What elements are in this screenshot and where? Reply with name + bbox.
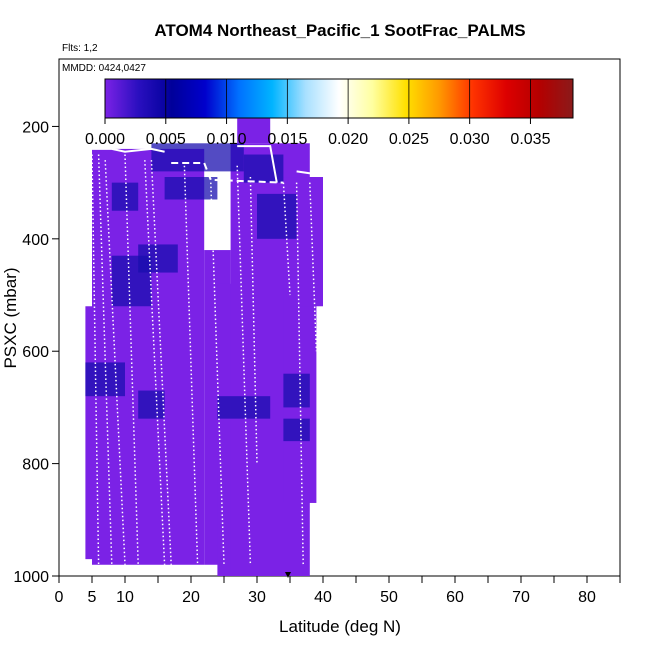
colorbar-tick-label: 0.025 [389, 131, 429, 148]
plot-frame [58, 58, 621, 577]
y-tick-label: 200 [22, 119, 49, 136]
colorbar-gradient [104, 78, 574, 119]
y-tick-label: 800 [22, 457, 49, 474]
x-tick-label: 80 [578, 589, 596, 606]
x-tick-label: 0 [55, 589, 64, 606]
flights-label: Flts: 1,2 [62, 43, 98, 54]
x-tick-label: 70 [512, 589, 530, 606]
heatmap-cell [283, 373, 310, 408]
x-tick-label: 60 [446, 589, 464, 606]
flight-track [237, 145, 278, 183]
colorbar-tick-label: 0.005 [146, 131, 186, 148]
colorbar-tick-label: 0.015 [267, 131, 307, 148]
colorbar-tick-label: 0.035 [510, 131, 550, 148]
x-tick-label: 50 [380, 589, 398, 606]
heatmap-cell [111, 182, 139, 211]
colorbar-tick-label: 0.000 [85, 131, 125, 148]
heatmap-cell [164, 177, 218, 200]
colorbar [104, 78, 574, 119]
flight-track [236, 165, 252, 565]
y-tick-label: 600 [22, 344, 49, 361]
dates-label: MMDD: 0424,0427 [62, 63, 146, 74]
x-tick-label: 5 [88, 589, 97, 606]
flight-track [282, 182, 291, 296]
flight-track [97, 154, 113, 565]
chart-title: ATOM4 Northeast_Pacific_1 SootFrac_PALMS [154, 21, 525, 40]
colorbar-tick-label: 0.010 [207, 131, 247, 148]
flight-track [171, 161, 284, 184]
x-tick-label: 40 [314, 589, 332, 606]
colorbar-ticks: 0.000 0.005 0.010 0.015 0.020 0.025 0.030 0.035 [85, 79, 551, 148]
y-axis: 200 400 600 800 1000 [13, 119, 59, 586]
flight-track [309, 182, 318, 352]
marker-icon [285, 572, 291, 578]
heatmap-cell [151, 143, 244, 172]
heatmap-cell [92, 148, 205, 565]
flight-track [92, 147, 165, 153]
x-axis: 0 5 10 20 30 40 50 60 70 80 [55, 576, 621, 606]
flight-track [91, 154, 100, 565]
flight-track [124, 154, 139, 565]
heatmap-cells [85, 112, 323, 577]
colorbar-tick-label: 0.030 [450, 131, 490, 148]
x-tick-label: 10 [116, 589, 134, 606]
colorbar-tick-label: 0.020 [328, 131, 368, 148]
heatmap-cell [283, 418, 310, 442]
heatmap-cell [257, 193, 297, 239]
flight-tracks [91, 145, 318, 565]
y-tick-label: 1000 [13, 569, 49, 586]
heatmap-cell [111, 255, 152, 307]
flight-track [183, 165, 199, 565]
heatmap-cell [138, 390, 165, 419]
y-axis-label: PSXC (mbar) [1, 267, 20, 368]
flight-track [296, 170, 317, 176]
x-tick-label: 20 [182, 589, 200, 606]
x-axis-label: Latitude (deg N) [279, 617, 401, 636]
y-tick-label: 400 [22, 232, 49, 249]
x-tick-label: 30 [248, 589, 266, 606]
heatmap-cell [217, 396, 271, 419]
